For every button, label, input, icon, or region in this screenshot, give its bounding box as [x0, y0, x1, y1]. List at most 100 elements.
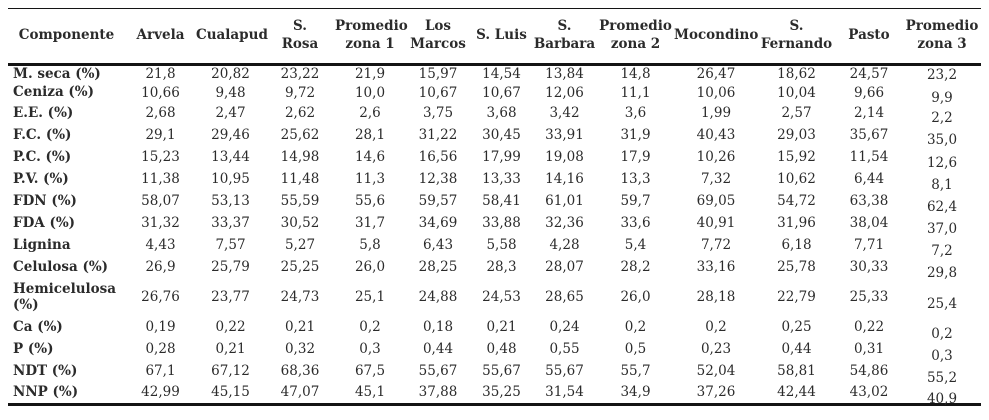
cell: 45,1 — [335, 383, 405, 405]
cell-value: 67,1 — [145, 363, 176, 380]
cell: 55,6 — [335, 191, 405, 213]
cell-value: 25,25 — [280, 259, 320, 276]
cell: 31,9 — [597, 125, 674, 147]
cell-value: 10,95 — [211, 171, 250, 188]
cell: 29,03 — [758, 125, 835, 147]
cell: 2,62 — [265, 103, 335, 125]
cell: 55,67 — [532, 361, 597, 383]
cell: 10,0 — [335, 84, 405, 103]
cell-value: 23,77 — [211, 289, 250, 306]
cell-value: 7,71 — [853, 237, 885, 254]
cell: 55,67 — [471, 361, 532, 383]
cell-value: 21,8 — [145, 66, 176, 83]
cell-value: 34,9 — [620, 384, 651, 401]
cell: 0,3 — [903, 339, 981, 364]
table-row: Ceniza (%) 10,66 9,48 9,72 10,0 10,67 10,67 12,… — [8, 84, 981, 104]
cell-value: 28,2 — [620, 259, 651, 276]
cell: 28,3 — [471, 257, 532, 279]
cell-value: 10,26 — [696, 149, 736, 166]
cell: 26,0 — [335, 257, 405, 279]
cell-value: 69,05 — [696, 193, 736, 210]
cell: 67,1 — [125, 361, 196, 383]
row-label: E.E. (%) — [13, 104, 74, 121]
cell-value: 2,2 — [931, 110, 953, 127]
cell-value: 2,68 — [145, 105, 176, 122]
cell-value: 10,67 — [418, 84, 458, 101]
cell-value: 55,2 — [926, 370, 958, 387]
cell: 7,72 — [674, 235, 758, 257]
cell-value: 5,8 — [359, 237, 381, 254]
cell: 26,47 — [674, 65, 758, 84]
cell: 0,19 — [125, 317, 196, 339]
cell: 0,44 — [758, 339, 835, 361]
cell-value: 26,47 — [696, 66, 736, 83]
row-label: FDA (%) — [13, 214, 76, 231]
cell: 15,92 — [758, 147, 835, 169]
column-header: S. Barbara — [532, 8, 597, 66]
cell: 31,32 — [125, 213, 196, 235]
cell: 31,54 — [532, 383, 597, 405]
column-header: S. Fernando — [758, 8, 835, 66]
cell: 14,8 — [597, 65, 674, 84]
cell-value: 55,67 — [418, 363, 458, 380]
cell: 33,37 — [196, 213, 265, 235]
cell-value: 25,79 — [211, 259, 250, 276]
cell-value: 2,6 — [359, 105, 381, 122]
cell: 10,04 — [758, 84, 835, 103]
cell: 45,15 — [196, 383, 265, 405]
cell: 5,4 — [597, 235, 674, 257]
cell-value: 31,32 — [141, 215, 180, 232]
cell-value: 14,8 — [620, 66, 651, 83]
cell: 4,28 — [532, 235, 597, 257]
cell-value: 10,0 — [354, 84, 386, 101]
column-header: Promedio zona 1 — [335, 8, 408, 66]
cell: 35,25 — [471, 383, 532, 405]
cell: 10,62 — [758, 169, 835, 191]
cell-value: 59,57 — [418, 193, 458, 210]
cell-value: 9,72 — [284, 84, 316, 101]
cell-value: 42,99 — [141, 384, 180, 401]
cell-value: 52,04 — [696, 363, 736, 380]
cell: 0,48 — [471, 339, 532, 361]
cell: 14,6 — [335, 147, 405, 169]
cell-value: 30,33 — [849, 259, 889, 276]
cell-value: 3,68 — [486, 105, 517, 122]
cell: 31,7 — [335, 213, 405, 235]
cell-value: 26,0 — [354, 259, 386, 276]
cell: 38,04 — [835, 213, 903, 235]
cell-value: 20,82 — [211, 66, 250, 83]
cell: 35,67 — [835, 125, 903, 147]
cell: 25,62 — [265, 125, 335, 147]
cell-value: 2,47 — [215, 105, 246, 122]
cell-value: 5,58 — [486, 237, 517, 254]
cell-value: 5,27 — [284, 237, 316, 254]
table-row: FDA (%) 31,32 33,37 30,52 31,7 34,69 33,88 32,3… — [8, 213, 981, 236]
cell: 42,99 — [125, 383, 196, 405]
cell: 58,41 — [471, 191, 532, 213]
cell: 25,79 — [196, 257, 265, 279]
cell-value: 55,6 — [354, 193, 386, 210]
cell-value: 40,43 — [696, 127, 736, 144]
cell: 6,44 — [835, 169, 903, 191]
cell: 3,68 — [471, 103, 532, 125]
cell-value: 0,44 — [422, 341, 454, 358]
cell-value: 0,48 — [486, 341, 517, 358]
cell: 55,67 — [405, 361, 471, 383]
cell: 55,2 — [903, 361, 981, 387]
cell-value: 10,04 — [777, 84, 816, 101]
cell-value: 19,08 — [545, 149, 584, 166]
row-label: P (%) — [13, 340, 54, 357]
column-header: Los Marcos — [405, 8, 471, 66]
cell: 5,8 — [335, 235, 405, 257]
cell: 59,7 — [597, 191, 674, 213]
cell-value: 0,21 — [215, 341, 246, 358]
cell-value: 7,32 — [700, 171, 732, 188]
cell: 0,21 — [471, 317, 532, 339]
cell: 15,97 — [405, 65, 471, 84]
cell-value: 13,84 — [545, 66, 584, 83]
cell: 12,38 — [405, 169, 471, 191]
cell-value: 55,67 — [482, 363, 521, 380]
cell-value: 28,18 — [696, 289, 736, 306]
cell: 29,1 — [125, 125, 196, 147]
cell-value: 0,18 — [422, 319, 454, 336]
